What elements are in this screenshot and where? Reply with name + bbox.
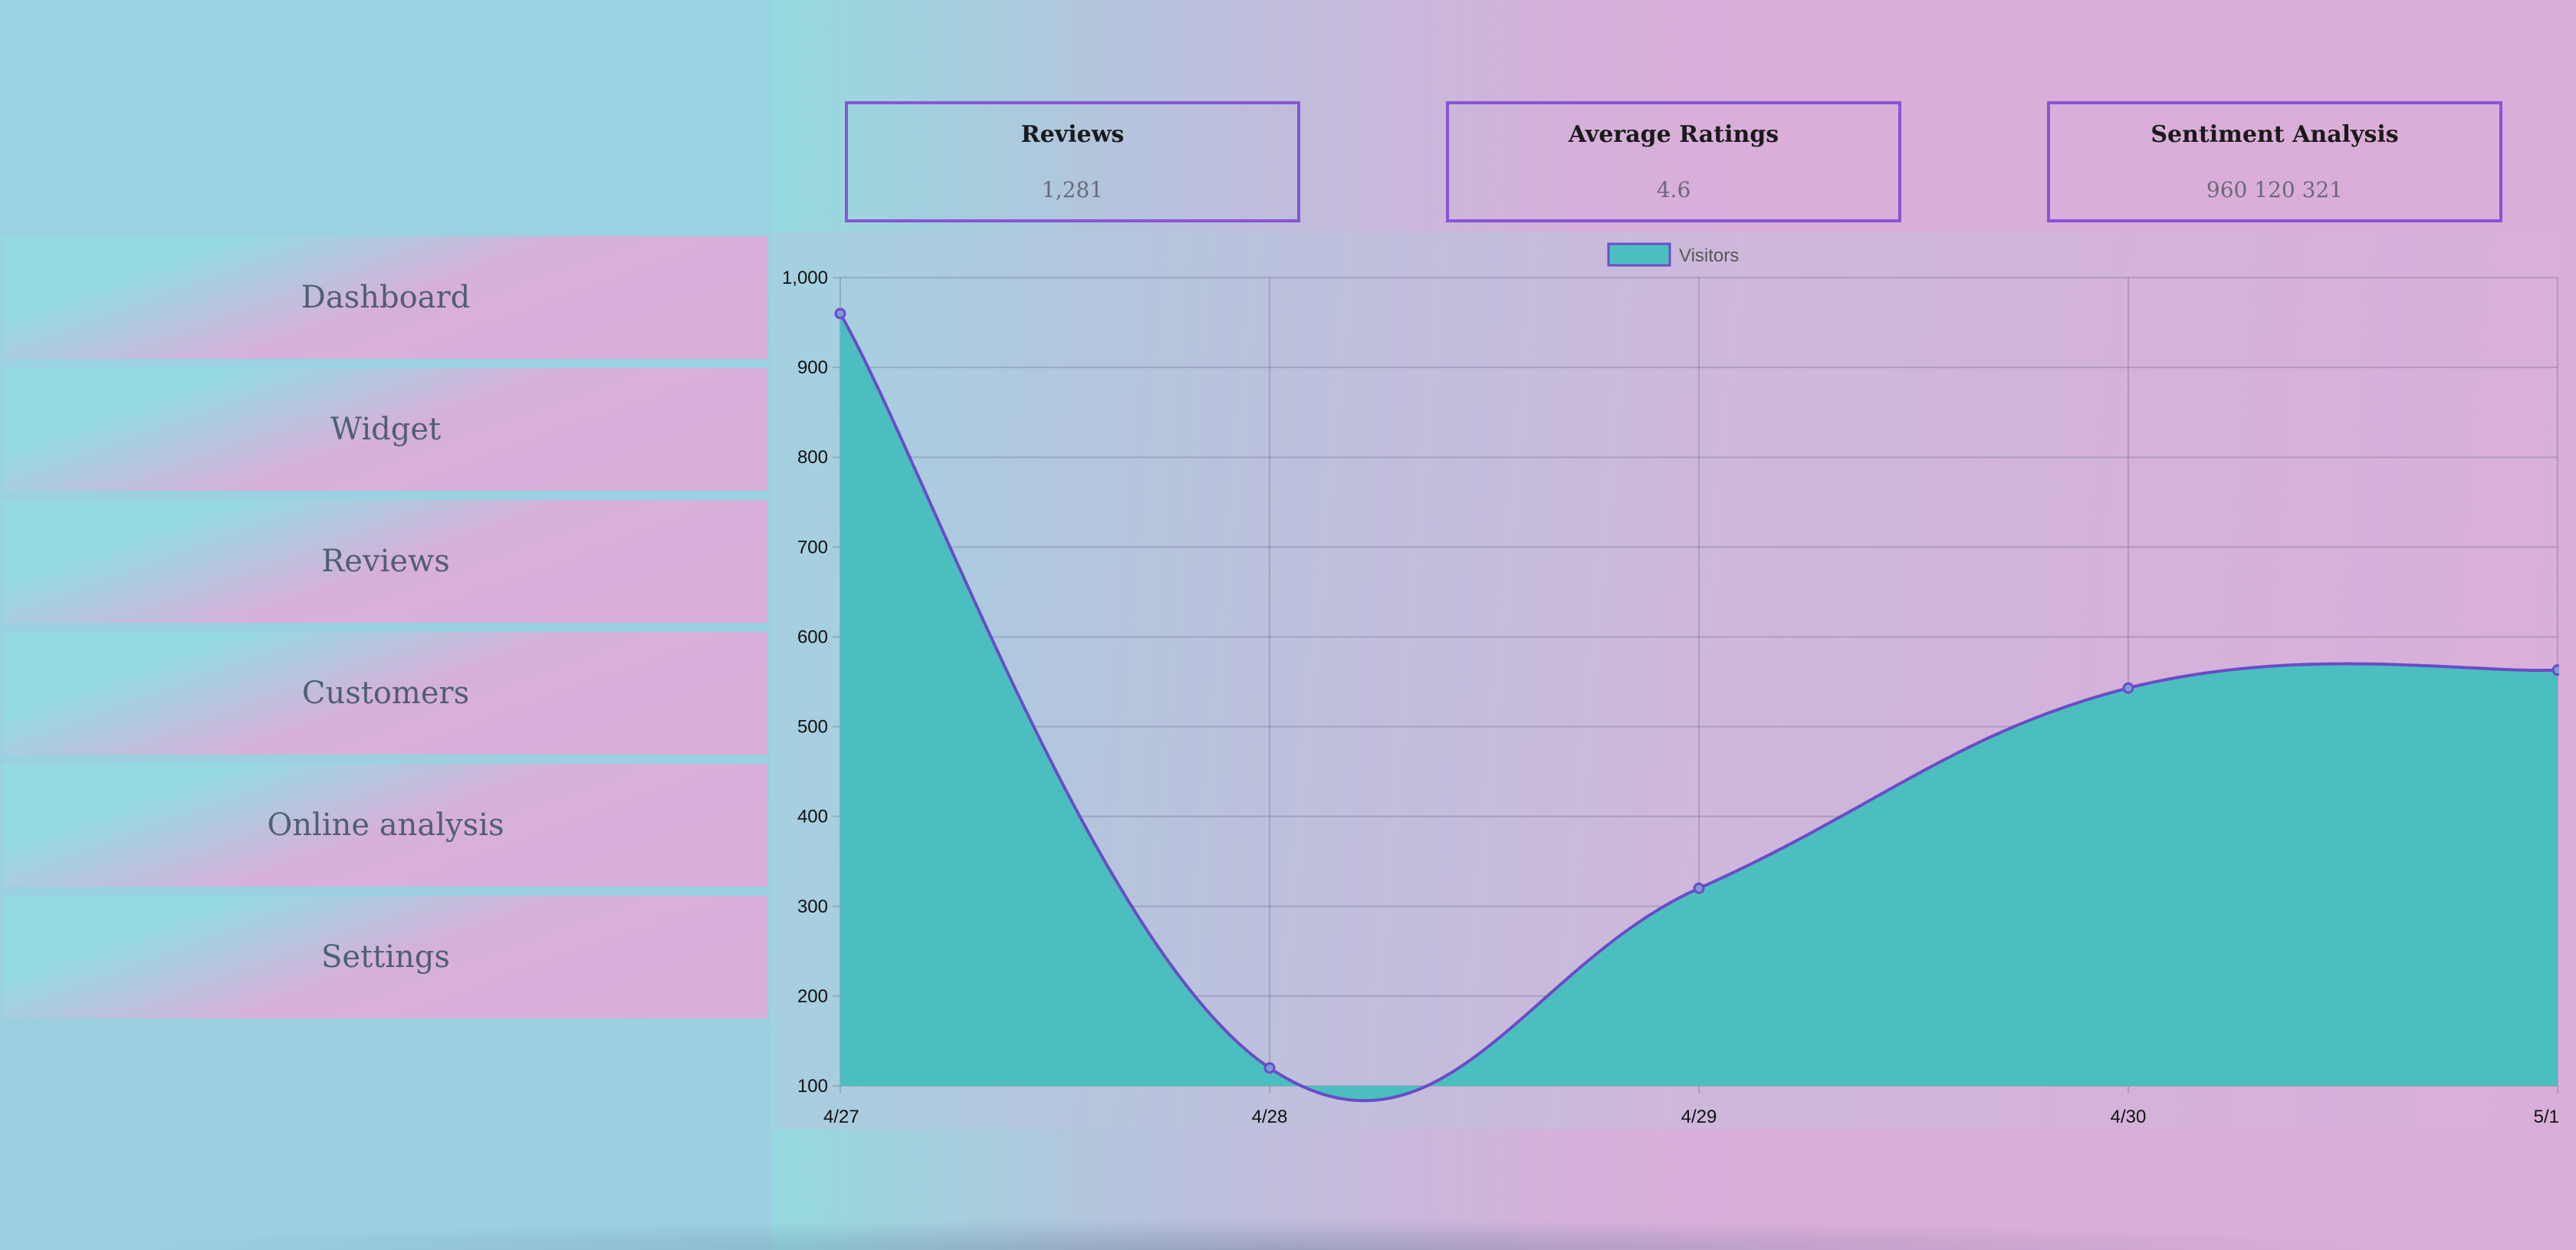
sidebar-item-dashboard[interactable]: Dashboard: [3, 236, 768, 359]
data-point: [2122, 682, 2134, 694]
x-tick-label: 4/29: [1681, 1107, 1717, 1127]
x-tick-label: 4/27: [823, 1107, 859, 1127]
sidebar-item-online-analysis[interactable]: Online analysis: [3, 764, 768, 887]
y-tick-label: 200: [797, 986, 828, 1007]
stat-title: Sentiment Analysis: [2150, 121, 2399, 148]
stat-title: Reviews: [1020, 121, 1125, 148]
x-tick-label: 5/1: [2534, 1107, 2559, 1127]
y-tick-label: 900: [797, 357, 828, 378]
y-tick-label: 400: [797, 807, 828, 827]
sidebar-item-label: Widget: [330, 412, 442, 447]
visitors-chart: 100 200 300 400 500 600 700 800 900 1,000 4/27 4/28…: [782, 242, 2559, 1127]
sidebar-item-label: Customers: [301, 676, 470, 711]
y-tick-label: 800: [797, 447, 828, 468]
sidebar-item-customers[interactable]: Customers: [3, 632, 768, 755]
y-tick-label: 500: [797, 717, 828, 738]
legend-label: Visitors: [1679, 245, 1739, 266]
visitors-area: [840, 313, 2558, 1101]
y-tick-label: 100: [797, 1076, 828, 1097]
sidebar-item-label: Dashboard: [301, 280, 471, 315]
stat-value: 4.6: [1656, 177, 1691, 202]
sidebar-item-label: Reviews: [321, 544, 450, 579]
sidebar-item-reviews[interactable]: Reviews: [3, 500, 768, 623]
stat-value: 1,281: [1041, 177, 1104, 202]
data-point: [834, 308, 846, 320]
sidebar-item-label: Online analysis: [267, 808, 504, 843]
x-tick-label: 4/28: [1252, 1107, 1288, 1127]
y-tick-label: 600: [797, 627, 828, 647]
sidebar-item-widget[interactable]: Widget: [3, 368, 768, 491]
visitors-chart-panel: 100 200 300 400 500 600 700 800 900 1,000 4/27 4/28…: [773, 232, 2559, 1129]
sidebar-item-label: Settings: [321, 939, 450, 975]
sentiment-analysis-stat-card[interactable]: Sentiment Analysis 960 120 321: [2047, 101, 2502, 222]
sidebar-item-settings[interactable]: Settings: [3, 896, 768, 1018]
y-tick-label: 700: [797, 537, 828, 558]
legend-swatch: [1607, 242, 1671, 267]
data-point: [1263, 1062, 1276, 1074]
data-point: [1693, 882, 1705, 894]
bottom-shadow: [92, 1219, 2438, 1250]
reviews-stat-card[interactable]: Reviews 1,281: [845, 101, 1300, 222]
data-point: [2551, 664, 2559, 676]
y-tick-label: 300: [797, 896, 828, 917]
stat-title: Average Ratings: [1568, 121, 1779, 148]
visitors-line: [839, 312, 2558, 1103]
y-tick-label: 1,000: [782, 268, 828, 288]
sidebar: Dashboard Widget Reviews Customers Onlin…: [0, 0, 771, 1250]
x-tick-label: 4/30: [2111, 1107, 2147, 1127]
average-ratings-stat-card[interactable]: Average Ratings 4.6: [1446, 101, 1901, 222]
stat-value: 960 120 321: [2206, 177, 2344, 202]
